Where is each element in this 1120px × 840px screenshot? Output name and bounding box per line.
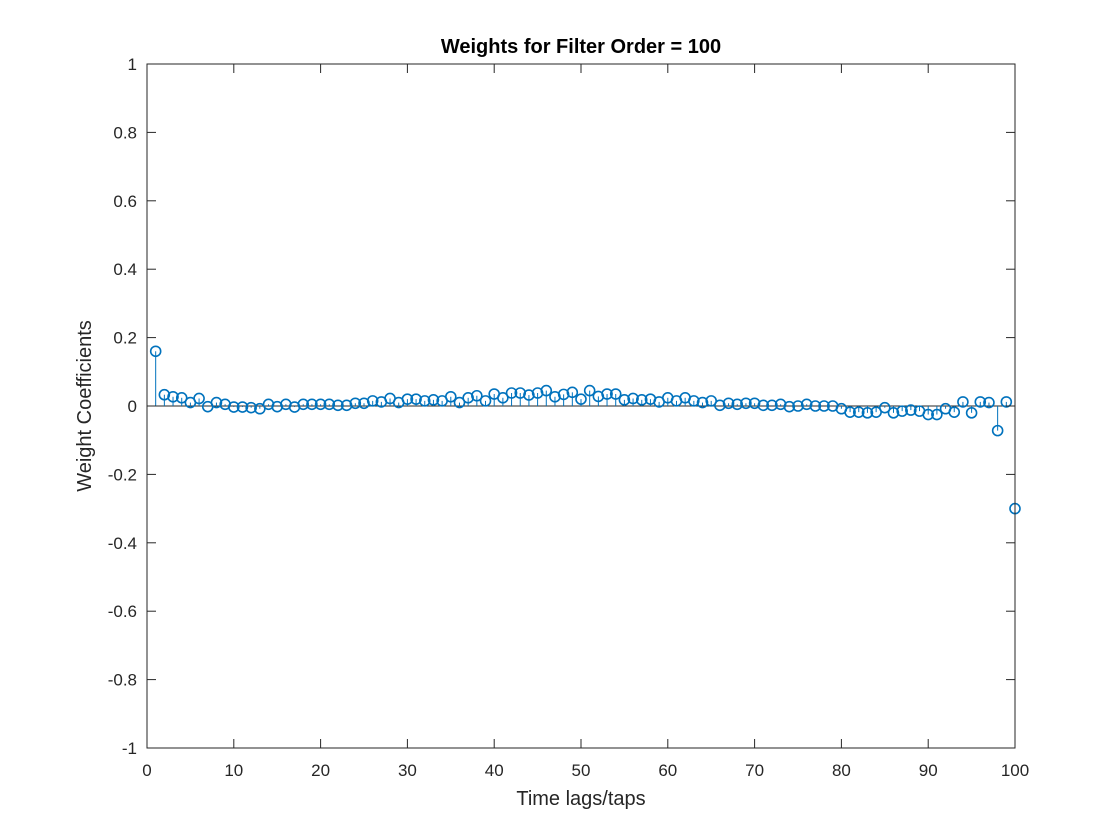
stem-marker <box>1000 396 1013 408</box>
y-axis-ticks: -1 -0.8 -0.6 -0.4 -0.2 0 0.2 0.4 0.6 0.8 1 <box>108 55 1015 758</box>
stem-marker <box>583 384 596 397</box>
stem-marker <box>245 401 257 414</box>
y-tick-label: -0.2 <box>108 465 137 484</box>
stem-marker <box>210 396 223 409</box>
stem-marker <box>505 387 518 399</box>
stem-marker <box>818 400 830 412</box>
stem-marker <box>471 389 483 402</box>
stem-marker <box>965 407 978 419</box>
y-tick-label: 0 <box>128 397 137 416</box>
stem-marker <box>236 401 249 413</box>
stem-marker <box>844 406 856 418</box>
stem-marker <box>740 397 752 410</box>
stem-marker <box>566 386 579 399</box>
stem-marker <box>175 391 188 404</box>
x-tick-label: 20 <box>311 761 330 780</box>
stem-marker <box>757 399 770 412</box>
stem-marker <box>479 395 492 407</box>
stem-marker <box>991 424 1004 437</box>
x-tick-label: 70 <box>745 761 764 780</box>
stem-marker <box>800 398 813 411</box>
stem-marker <box>427 394 440 406</box>
stem-marker <box>766 399 778 412</box>
stem-marker <box>983 396 995 409</box>
y-tick-label: -0.6 <box>108 602 137 621</box>
stem-marker <box>887 407 900 419</box>
stem-marker <box>609 388 622 400</box>
stem-marker <box>688 395 700 407</box>
stem-marker <box>931 408 943 421</box>
stem-marker <box>444 390 457 403</box>
stem-marker <box>635 394 648 406</box>
stem-marker <box>453 396 466 409</box>
y-tick-label: 0.4 <box>113 260 137 279</box>
x-tick-label: 60 <box>658 761 677 780</box>
stem-marker <box>149 345 162 358</box>
stem-marker <box>418 395 431 407</box>
stem-marker <box>366 395 379 407</box>
x-tick-label: 100 <box>1001 761 1029 780</box>
stem-marker <box>314 398 327 411</box>
y-tick-label: -0.4 <box>108 534 137 553</box>
stem-marker <box>922 408 935 421</box>
stem-marker <box>618 394 631 406</box>
x-tick-label: 0 <box>142 761 151 780</box>
x-tick-label: 40 <box>485 761 504 780</box>
y-tick-label: 1 <box>128 55 137 74</box>
stem-marker <box>323 398 336 411</box>
stem-marker <box>601 388 613 400</box>
stem-marker <box>878 401 891 414</box>
stem-marker <box>696 396 709 409</box>
stem-marker <box>228 401 240 413</box>
stem-markers <box>149 345 1021 515</box>
stem-marker <box>297 398 310 411</box>
y-tick-label: 0.6 <box>113 192 137 211</box>
y-tick-label: 0.8 <box>113 123 137 142</box>
stem-marker <box>722 397 735 410</box>
stem-marker <box>731 398 744 411</box>
x-tick-label: 50 <box>572 761 591 780</box>
stem-marker <box>193 392 205 405</box>
stem-marker <box>948 406 961 418</box>
y-tick-label: -0.8 <box>108 671 137 690</box>
stem-marker <box>809 400 822 412</box>
stem-marker <box>974 396 987 408</box>
x-tick-label: 80 <box>832 761 851 780</box>
stem-marker <box>852 406 865 418</box>
x-axis-ticks: 0 10 20 30 40 50 60 70 80 90 100 <box>142 64 1029 780</box>
y-axis-label: Weight Coefficients <box>74 320 96 492</box>
x-tick-label: 10 <box>224 761 243 780</box>
stem-marker <box>497 391 509 404</box>
stem-marker <box>575 393 587 405</box>
x-tick-label: 30 <box>398 761 417 780</box>
x-axis-label: Time lags/taps <box>516 788 645 810</box>
stem-marker <box>792 400 804 412</box>
y-tick-label: 0.2 <box>113 329 137 348</box>
stem-marker <box>306 398 318 411</box>
stem-marker <box>627 392 639 405</box>
stem-marker <box>332 399 344 412</box>
stem-marker <box>957 396 969 408</box>
stem-marker <box>401 393 414 405</box>
stem-marker <box>349 397 362 410</box>
stem-marker <box>410 393 422 405</box>
y-tick-label: -1 <box>122 739 137 758</box>
x-tick-label: 90 <box>919 761 938 780</box>
stem-marker <box>783 400 796 413</box>
stem-marker <box>905 404 917 416</box>
stem-marker <box>167 390 179 403</box>
stem-marker <box>540 384 553 397</box>
stem-marker <box>896 405 908 417</box>
chart-title: Weights for Filter Order = 100 <box>441 36 721 58</box>
stem-marker <box>861 407 874 419</box>
